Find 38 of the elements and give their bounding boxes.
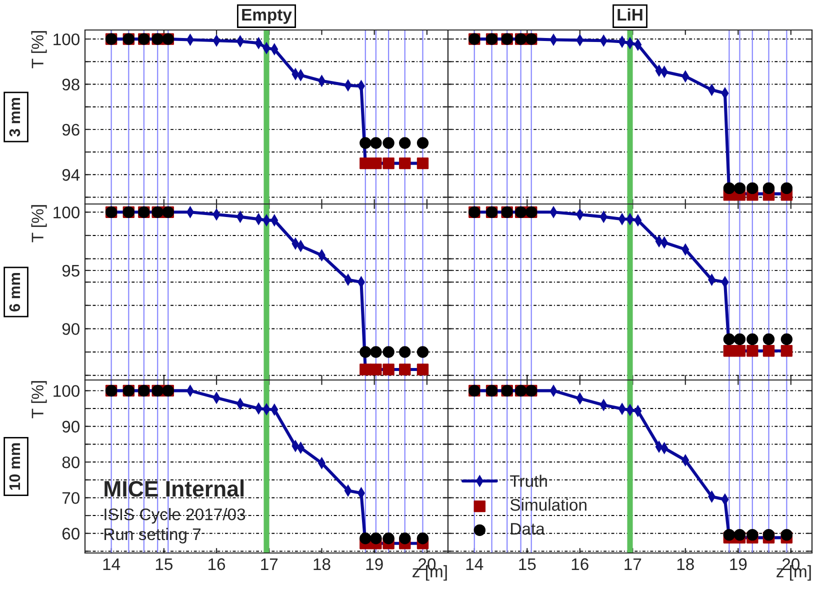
y-tick-label: 100 — [54, 206, 80, 218]
legend-label: Simulation — [510, 498, 586, 511]
x-tick-label: 16 — [208, 558, 226, 570]
x-tick-label: 19 — [366, 558, 383, 570]
y-axis-title: T [%] — [31, 31, 47, 68]
x-tick-label: 14 — [103, 558, 120, 570]
x-tick-label: 17 — [261, 558, 278, 570]
chart-title: LiH — [618, 8, 642, 20]
y-tick-label: 80 — [62, 456, 80, 468]
text: 10 mm — [9, 443, 20, 490]
x-tick-label: 18 — [677, 558, 694, 570]
y-tick-label: 100 — [54, 33, 80, 46]
y-tick-label: 94 — [62, 169, 80, 181]
x-tick-label: 15 — [156, 558, 172, 570]
annotation: MICE Internal — [104, 480, 244, 497]
x-tick-label: 16 — [572, 558, 588, 570]
x-tick-label: 19 — [730, 558, 747, 570]
y-tick-label: 96 — [62, 124, 80, 136]
y-axis-title: T [%] — [31, 205, 47, 242]
y-tick-label: 70 — [62, 492, 80, 504]
x-tick-label: 18 — [314, 558, 330, 570]
y-tick-label: 90 — [62, 323, 80, 335]
legend-label: Data — [511, 523, 545, 535]
legend-label: Truth — [510, 474, 547, 487]
y-axis-title: T [%] — [31, 381, 47, 418]
annotation: Run setting 7 — [104, 528, 201, 544]
annotation: ISIS Cycle 2017/03 — [104, 508, 246, 524]
x-tick-label: 17 — [624, 558, 642, 570]
text: 3 mm — [9, 98, 20, 137]
text: 6 mm — [9, 272, 20, 312]
x-tick-label: 14 — [466, 558, 484, 570]
y-tick-label: 98 — [62, 78, 80, 90]
x-tick-label: 15 — [519, 558, 536, 570]
y-tick-label: 95 — [62, 264, 80, 277]
y-tick-label: 60 — [62, 528, 80, 540]
y-tick-label: 90 — [62, 420, 80, 433]
y-tick-label: 100 — [54, 385, 80, 397]
chart-title: Empty — [242, 8, 292, 24]
